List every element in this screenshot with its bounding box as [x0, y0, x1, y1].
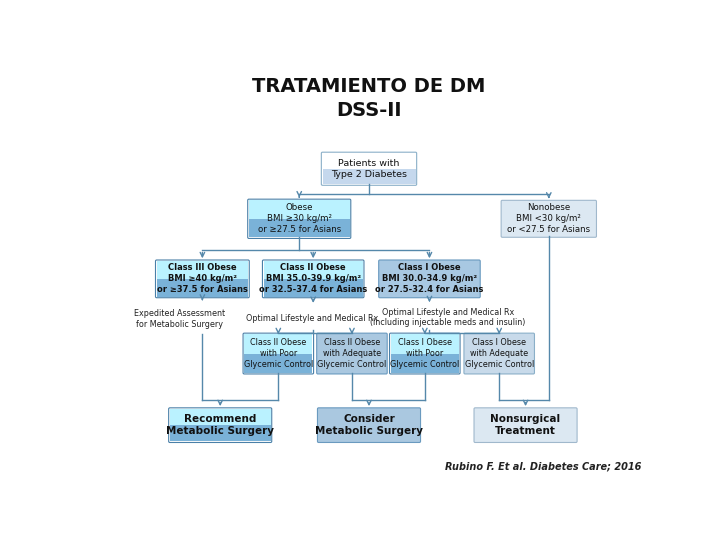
- Text: Consider
Metabolic Surgery: Consider Metabolic Surgery: [315, 414, 423, 436]
- FancyBboxPatch shape: [379, 260, 480, 298]
- FancyBboxPatch shape: [391, 334, 459, 354]
- FancyBboxPatch shape: [157, 279, 248, 296]
- FancyBboxPatch shape: [170, 409, 271, 425]
- FancyBboxPatch shape: [464, 333, 534, 374]
- Text: Nonsurgical
Treatment: Nonsurgical Treatment: [490, 414, 561, 436]
- FancyBboxPatch shape: [249, 219, 350, 237]
- FancyBboxPatch shape: [474, 408, 577, 442]
- FancyBboxPatch shape: [391, 354, 459, 373]
- Text: Expedited Assessment
for Metabolic Surgery: Expedited Assessment for Metabolic Surge…: [134, 309, 225, 329]
- Text: Nonobese
BMI <30 kg/m²
or <27.5 for Asians: Nonobese BMI <30 kg/m² or <27.5 for Asia…: [507, 203, 590, 234]
- Text: Patients with
Type 2 Diabetes: Patients with Type 2 Diabetes: [331, 159, 407, 179]
- Text: Rubino F. Et al. Diabetes Care; 2016: Rubino F. Et al. Diabetes Care; 2016: [446, 461, 642, 471]
- Text: Class II Obese
BMI 35.0-39.9 kg/m²
or 32.5-37.4 for Asians: Class II Obese BMI 35.0-39.9 kg/m² or 32…: [259, 264, 367, 294]
- Text: Optimal Lifestyle and Medical Rx: Optimal Lifestyle and Medical Rx: [246, 314, 378, 323]
- FancyBboxPatch shape: [318, 408, 420, 442]
- FancyBboxPatch shape: [170, 425, 271, 441]
- Text: Class II Obese
with Adequate
Glycemic Control: Class II Obese with Adequate Glycemic Co…: [318, 338, 387, 369]
- Text: TRATAMIENTO DE DM: TRATAMIENTO DE DM: [252, 77, 486, 96]
- Text: Class III Obese
BMI ≥40 kg/m²
or ≥37.5 for Asians: Class III Obese BMI ≥40 kg/m² or ≥37.5 f…: [157, 264, 248, 294]
- Text: Class I Obese
with Poor
Glycemic Control: Class I Obese with Poor Glycemic Control: [390, 338, 459, 369]
- FancyBboxPatch shape: [249, 200, 350, 219]
- FancyBboxPatch shape: [244, 354, 312, 373]
- Text: Class II Obese
with Poor
Glycemic Control: Class II Obese with Poor Glycemic Contro…: [243, 338, 313, 369]
- Text: Optimal Lifestyle and Medical Rx
(Including injectable meds and insulin): Optimal Lifestyle and Medical Rx (Includ…: [370, 308, 526, 327]
- Text: Recommend
Metabolic Surgery: Recommend Metabolic Surgery: [166, 414, 274, 436]
- FancyBboxPatch shape: [317, 333, 387, 374]
- Text: Obese
BMI ≥30 kg/m²
or ≥27.5 for Asians: Obese BMI ≥30 kg/m² or ≥27.5 for Asians: [258, 203, 341, 234]
- FancyBboxPatch shape: [264, 261, 363, 279]
- Text: Class I Obese
with Adequate
Glycemic Control: Class I Obese with Adequate Glycemic Con…: [464, 338, 534, 369]
- FancyBboxPatch shape: [157, 261, 248, 279]
- FancyBboxPatch shape: [323, 153, 415, 168]
- Text: Class I Obese
BMI 30.0-34.9 kg/m²
or 27.5-32.4 for Asians: Class I Obese BMI 30.0-34.9 kg/m² or 27.…: [375, 264, 484, 294]
- Text: DSS-II: DSS-II: [336, 102, 402, 120]
- FancyBboxPatch shape: [501, 200, 596, 237]
- FancyBboxPatch shape: [244, 334, 312, 354]
- FancyBboxPatch shape: [323, 168, 415, 184]
- FancyBboxPatch shape: [264, 279, 363, 296]
